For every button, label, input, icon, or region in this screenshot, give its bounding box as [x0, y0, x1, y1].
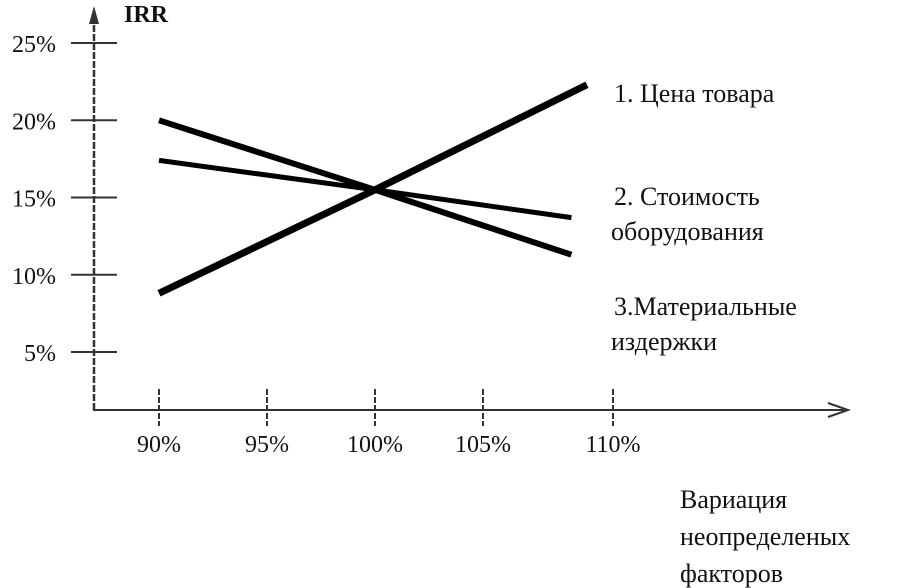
y-axis-label: IRR	[124, 2, 169, 28]
x-tick-label: 100%	[347, 432, 403, 458]
y-tick-label: 25%	[12, 32, 56, 58]
series-lines	[157, 81, 589, 297]
series-label-1: 1. Цена товара	[614, 79, 775, 108]
series-line-3	[158, 117, 573, 258]
y-tick-label: 15%	[12, 187, 56, 213]
axes	[89, 6, 852, 418]
x-tick-label: 105%	[455, 432, 511, 458]
x-axis-label: Вариация	[680, 485, 787, 514]
labels: IRR Вариация неопределеных факторов 1. Цена …	[124, 2, 850, 588]
y-tick-label: 10%	[12, 264, 56, 290]
x-tick-label: 90%	[137, 432, 181, 458]
x-tick-label: 110%	[585, 432, 640, 458]
y-axis-arrow	[89, 6, 99, 24]
x-axis-label: неопределеных	[680, 522, 850, 551]
series-label-2: оборудования	[611, 217, 764, 246]
y-tick-label: 20%	[12, 109, 56, 135]
series-label-2: 2. Стоимость	[614, 182, 760, 211]
y-tick-label: 5%	[24, 341, 56, 367]
series-label-3: издержки	[611, 327, 717, 356]
x-tick-label: 95%	[245, 432, 289, 458]
x-axis-label: факторов	[680, 559, 783, 588]
series-label-3: 3.Материальные	[614, 292, 797, 321]
ticks: 5% 10% 15% 20% 25% 90% 95% 100% 105% 110%	[12, 32, 641, 458]
x-axis-arrow	[827, 402, 852, 418]
